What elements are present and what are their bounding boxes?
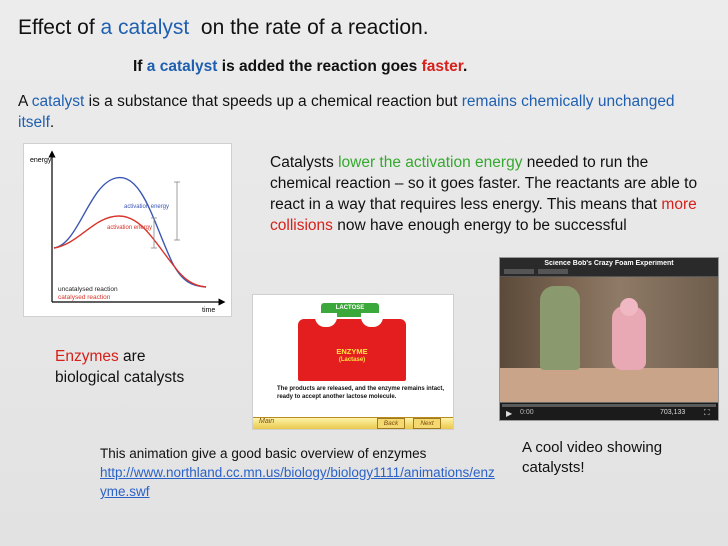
person-figure (540, 286, 580, 370)
energy-diagram-svg: energy time activation energy activation… (30, 150, 226, 314)
video-caption: A cool video showing catalysts! (522, 439, 663, 476)
anim-next-button[interactable]: Next (413, 418, 441, 429)
enzymes-highlight: Enzymes (55, 348, 119, 365)
anim-main-button[interactable]: Main (259, 418, 275, 425)
x-axis-label: time (202, 307, 215, 314)
definition-suffix: . (49, 114, 55, 131)
cat-activation-label: activation energy (107, 225, 152, 231)
activation-highlight: lower the activation energy (338, 154, 523, 171)
slide-title: Effect of a catalyst on the rate of a re… (18, 16, 429, 40)
activation-emph: more collisions (270, 196, 697, 234)
definition-emph: remains chemically unchanged itself (18, 93, 675, 131)
definition-highlight: catalyst (31, 93, 85, 110)
animation-caption: The products are released, and the enzym… (277, 386, 445, 400)
enzyme-label: ENZYME (336, 347, 368, 356)
enzymes-note: Enzymes are biological catalysts (55, 346, 184, 388)
subtitle-emph: faster (421, 58, 463, 75)
anim-back-button[interactable]: Back (377, 418, 405, 429)
legend-catalysed: catalysed reaction (58, 294, 111, 301)
video-views: 703,133 (660, 409, 686, 416)
foam-blob (612, 306, 646, 370)
fullscreen-icon[interactable]: ⛶ (704, 408, 710, 417)
activation-middle: needed to run the chemical reaction – so… (270, 154, 698, 213)
lactose-label: LACTOSE (335, 305, 365, 311)
video-progress[interactable] (502, 404, 716, 407)
title-suffix: on the rate of a reaction. (189, 16, 429, 39)
definition-middle: is a substance that speeds up a chemical… (84, 93, 462, 110)
catalyst-definition: A catalyst is a substance that speeds up… (18, 91, 708, 133)
slide-subtitle: If a catalyst is added the reaction goes… (133, 58, 467, 76)
uncat-activation-label: activation energy (124, 204, 169, 210)
animation-caption-block: This animation give a good basic overvie… (100, 444, 500, 501)
enzyme-sub: (Lactase) (338, 357, 366, 363)
subtitle-highlight: a catalyst (146, 58, 218, 75)
enzyme-animation-thumbnail[interactable]: LACTOSE ENZYME (Lactase) The products ar… (252, 294, 454, 430)
definition-prefix: A (18, 93, 32, 110)
play-icon[interactable]: ▶ (506, 409, 513, 418)
y-axis-label: energy (30, 157, 52, 164)
uncatalysed-curve (53, 176, 207, 288)
video-time: 0:00 (520, 409, 534, 416)
animation-link[interactable]: http://www.northland.cc.mn.us/biology/bi… (100, 465, 495, 499)
legend-uncatalysed: uncatalysed reaction (58, 286, 118, 293)
title-highlight: a catalyst (100, 16, 190, 39)
video-title: Science Bob's Crazy Foam Experiment (544, 260, 674, 267)
activation-prefix: Catalysts (270, 154, 339, 171)
animation-description: This animation give a good basic overvie… (100, 446, 427, 461)
enzymes-line2: biological catalysts (55, 369, 185, 386)
video-player[interactable]: Science Bob's Crazy Foam Experiment ▶ 0:… (499, 257, 719, 421)
catalysed-curve (53, 215, 207, 288)
title-prefix: Effect of (18, 16, 101, 39)
subtitle-suffix: . (462, 58, 468, 75)
subtitle-middle: is added the reaction goes (217, 58, 422, 75)
activation-suffix: now have enough energy to be successful (332, 217, 627, 234)
energy-diagram: energy time activation energy activation… (23, 143, 232, 317)
subtitle-prefix: If (133, 58, 147, 75)
enzymes-line1-suffix: are (118, 348, 146, 365)
activation-energy-paragraph: Catalysts lower the activation energy ne… (270, 152, 710, 236)
